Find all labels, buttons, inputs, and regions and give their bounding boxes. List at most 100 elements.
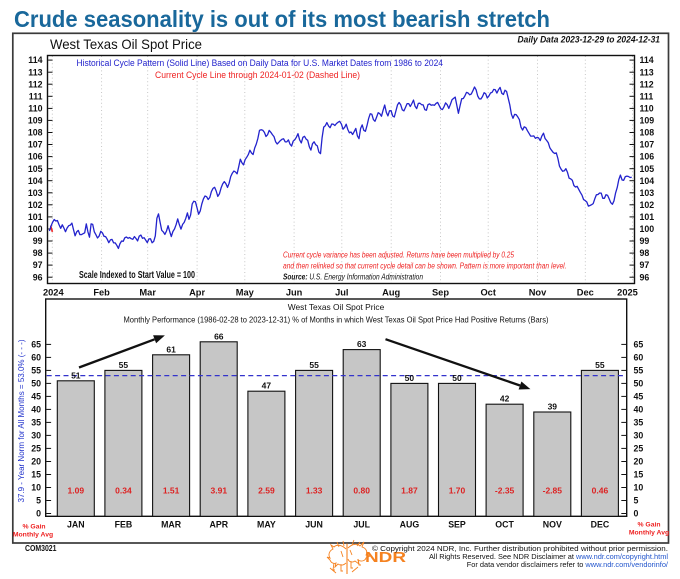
svg-text:96: 96	[640, 272, 650, 282]
svg-text:107: 107	[640, 140, 655, 150]
svg-text:100: 100	[640, 224, 655, 234]
svg-text:15: 15	[634, 470, 644, 480]
svg-text:All Rights Reserved. See NDR D: All Rights Reserved. See NDR Disclaimer …	[429, 552, 668, 561]
svg-text:60: 60	[634, 353, 644, 363]
svg-text:101: 101	[28, 212, 43, 222]
svg-text:NDR: NDR	[365, 550, 407, 566]
svg-text:97: 97	[33, 260, 43, 270]
svg-text:103: 103	[28, 188, 43, 198]
svg-text:Nov: Nov	[529, 288, 547, 298]
svg-text:112: 112	[640, 79, 654, 89]
svg-text:35: 35	[634, 418, 644, 428]
svg-text:1.09: 1.09	[68, 486, 85, 496]
svg-text:Apr: Apr	[189, 288, 205, 298]
svg-text:20: 20	[634, 457, 644, 467]
svg-text:0: 0	[36, 509, 41, 519]
svg-text:66: 66	[214, 331, 224, 341]
svg-text:Historical Cycle Pattern (Soli: Historical Cycle Pattern (Solid Line) Ba…	[77, 58, 444, 68]
svg-text:Daily Data 2023-12-29 to 2024-: Daily Data 2023-12-29 to 2024-12-31	[518, 35, 661, 45]
svg-text:55: 55	[595, 360, 605, 370]
svg-text:106: 106	[640, 152, 655, 162]
svg-text:Monthly Avg: Monthly Avg	[629, 530, 669, 537]
svg-text:Oct: Oct	[480, 288, 496, 298]
svg-text:10: 10	[31, 483, 41, 493]
svg-text:55: 55	[634, 366, 644, 376]
svg-text:25: 25	[634, 444, 644, 454]
svg-text:113: 113	[640, 67, 654, 77]
svg-text:50: 50	[634, 379, 644, 389]
svg-text:APR: APR	[210, 520, 229, 530]
svg-text:0.46: 0.46	[592, 486, 609, 496]
svg-text:2024: 2024	[43, 288, 65, 298]
svg-text:AUG: AUG	[400, 520, 420, 530]
svg-text:102: 102	[640, 200, 655, 210]
svg-text:110: 110	[640, 104, 654, 114]
svg-text:42: 42	[500, 394, 510, 404]
svg-text:MAR: MAR	[161, 520, 182, 530]
svg-text:Scale Indexed to Start Value =: Scale Indexed to Start Value = 100	[79, 270, 195, 281]
svg-text:For data vendor disclaimers re: For data vendor disclaimers refer to www…	[467, 560, 669, 569]
svg-text:109: 109	[28, 116, 43, 126]
svg-text:2.59: 2.59	[258, 486, 275, 496]
svg-text:112: 112	[28, 79, 42, 89]
svg-text:COM3021: COM3021	[25, 543, 57, 553]
svg-text:105: 105	[640, 164, 655, 174]
svg-text:0: 0	[634, 509, 639, 519]
svg-text:5: 5	[36, 496, 41, 506]
svg-text:1.87: 1.87	[401, 486, 418, 496]
svg-text:65: 65	[31, 340, 41, 350]
svg-text:60: 60	[31, 353, 41, 363]
svg-text:0.80: 0.80	[353, 486, 370, 496]
svg-text:35: 35	[31, 418, 41, 428]
svg-text:JUL: JUL	[353, 520, 370, 530]
svg-text:114: 114	[640, 55, 654, 65]
svg-text:MAY: MAY	[257, 520, 276, 530]
svg-text:40: 40	[31, 405, 41, 415]
svg-text:30: 30	[634, 431, 644, 441]
svg-text:© Copyright 2024 NDR, Inc. Fur: © Copyright 2024 NDR, Inc. Further distr…	[372, 544, 668, 553]
svg-text:63: 63	[357, 339, 367, 349]
svg-text:50: 50	[31, 379, 41, 389]
svg-text:JUN: JUN	[305, 520, 323, 530]
svg-text:45: 45	[31, 392, 41, 402]
svg-text:DEC: DEC	[591, 520, 610, 530]
svg-text:47: 47	[262, 381, 272, 391]
svg-text:Crude seasonality is out of it: Crude seasonality is out of its most bea…	[14, 6, 550, 32]
svg-text:50: 50	[452, 373, 462, 383]
svg-text:114: 114	[28, 55, 42, 65]
svg-text:101: 101	[640, 212, 655, 222]
svg-text:Source: U.S. Energy Informatio: Source: U.S. Energy Information Administ…	[283, 273, 423, 282]
svg-text:NOV: NOV	[543, 520, 562, 530]
svg-text:111: 111	[640, 91, 654, 101]
svg-text:-2.85: -2.85	[543, 486, 563, 496]
svg-text:Jun: Jun	[286, 288, 303, 298]
svg-text:15: 15	[31, 470, 41, 480]
svg-text:37.9 - Year Norm for All Month: 37.9 - Year Norm for All Months = 53.0% …	[17, 339, 26, 502]
svg-text:113: 113	[28, 67, 42, 77]
svg-text:Aug: Aug	[382, 288, 400, 298]
svg-text:% Gain: % Gain	[22, 524, 45, 531]
svg-text:100: 100	[28, 224, 43, 234]
svg-text:Dec: Dec	[577, 288, 594, 298]
svg-text:2025: 2025	[617, 288, 638, 298]
svg-text:3.91: 3.91	[211, 486, 228, 496]
svg-text:25: 25	[31, 444, 41, 454]
svg-text:1.51: 1.51	[163, 486, 180, 496]
svg-text:Jul: Jul	[335, 288, 348, 298]
svg-text:0.34: 0.34	[115, 486, 132, 496]
svg-text:40: 40	[634, 405, 644, 415]
svg-text:55: 55	[31, 366, 41, 376]
svg-text:111: 111	[29, 91, 43, 101]
svg-text:Monthly Avg: Monthly Avg	[13, 532, 53, 539]
svg-text:65: 65	[634, 340, 644, 350]
svg-text:102: 102	[28, 200, 43, 210]
svg-text:OCT: OCT	[495, 520, 514, 530]
svg-text:45: 45	[634, 392, 644, 402]
svg-text:JAN: JAN	[67, 520, 85, 530]
svg-text:Sep: Sep	[432, 288, 449, 298]
svg-text:106: 106	[28, 152, 43, 162]
svg-text:West Texas Oil Spot Price: West Texas Oil Spot Price	[288, 302, 385, 312]
svg-text:50: 50	[405, 373, 415, 383]
svg-text:51: 51	[71, 370, 81, 380]
svg-text:104: 104	[640, 176, 655, 186]
